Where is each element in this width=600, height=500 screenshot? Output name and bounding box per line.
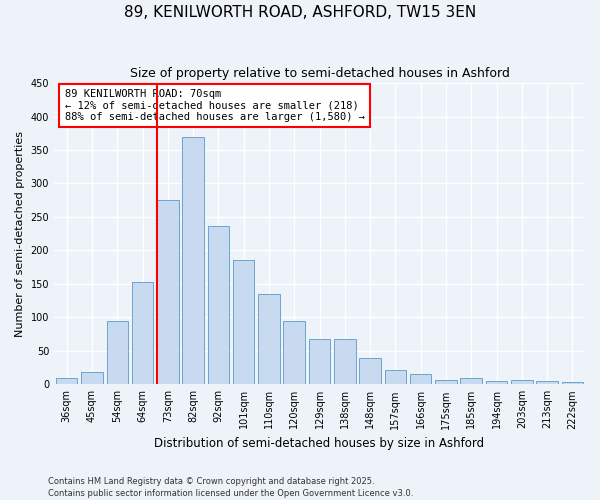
Bar	[283, 320, 305, 384]
Bar	[435, 380, 457, 384]
Bar	[536, 381, 558, 384]
Bar	[56, 378, 77, 384]
Bar	[81, 372, 103, 384]
Bar	[132, 282, 153, 384]
Bar	[208, 226, 229, 384]
Title: Size of property relative to semi-detached houses in Ashford: Size of property relative to semi-detach…	[130, 68, 509, 80]
Text: 89 KENILWORTH ROAD: 70sqm
← 12% of semi-detached houses are smaller (218)
88% of: 89 KENILWORTH ROAD: 70sqm ← 12% of semi-…	[65, 89, 365, 122]
Bar	[359, 358, 381, 384]
Text: 89, KENILWORTH ROAD, ASHFORD, TW15 3EN: 89, KENILWORTH ROAD, ASHFORD, TW15 3EN	[124, 5, 476, 20]
Bar	[511, 380, 533, 384]
Bar	[258, 294, 280, 384]
Bar	[562, 382, 583, 384]
Text: Contains HM Land Registry data © Crown copyright and database right 2025.
Contai: Contains HM Land Registry data © Crown c…	[48, 476, 413, 498]
Y-axis label: Number of semi-detached properties: Number of semi-detached properties	[15, 130, 25, 336]
Bar	[410, 374, 431, 384]
Bar	[182, 136, 204, 384]
Bar	[107, 320, 128, 384]
Bar	[157, 200, 179, 384]
Bar	[460, 378, 482, 384]
Bar	[233, 260, 254, 384]
Bar	[309, 340, 330, 384]
Bar	[334, 340, 356, 384]
Bar	[486, 381, 507, 384]
X-axis label: Distribution of semi-detached houses by size in Ashford: Distribution of semi-detached houses by …	[154, 437, 485, 450]
Bar	[385, 370, 406, 384]
